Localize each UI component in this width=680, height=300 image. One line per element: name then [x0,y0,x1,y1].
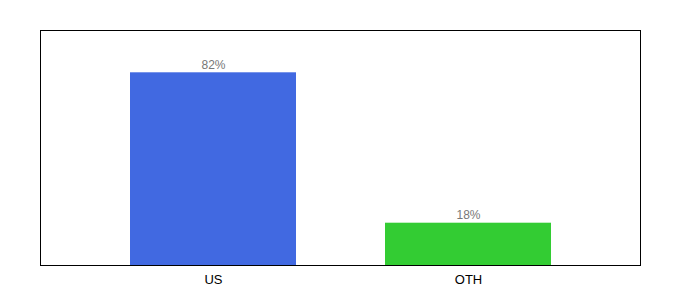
svg-text:OTH: OTH [455,272,482,287]
svg-text:18%: 18% [456,208,480,222]
svg-text:82%: 82% [201,58,225,72]
svg-text:US: US [204,272,222,287]
